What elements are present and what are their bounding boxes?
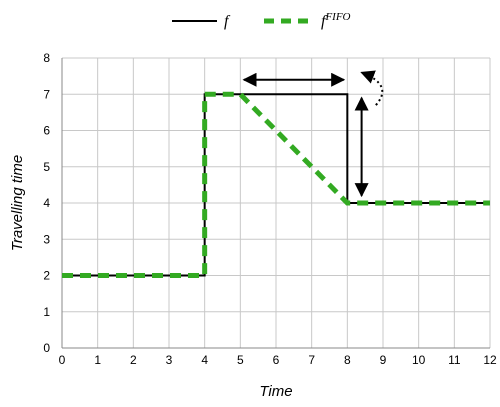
axes [61,58,490,349]
x-tick-label: 9 [380,353,387,367]
y-tick-label: 7 [43,87,50,101]
x-tick-label: 12 [483,353,497,367]
series-lines [62,91,490,278]
x-axis-label: Time [259,383,292,400]
y-tick-label: 2 [43,269,50,283]
x-tick-label: 11 [448,353,461,367]
y-tick-label: 6 [43,124,50,138]
x-tick-label: 5 [237,353,244,367]
legend: f fFIFO [172,11,351,30]
legend-label-f: f [224,13,231,30]
x-tick-label: 6 [273,353,280,367]
y-axis-label: Travelling time [9,155,26,251]
legend-label-superscript: FIFO [324,11,350,23]
x-tick-label: 8 [344,353,351,367]
x-tick-label: 3 [166,353,173,367]
x-tick-label: 4 [201,353,208,367]
legend-label-f-fifo: fFIFO [321,11,351,30]
y-tick-label: 8 [43,51,50,65]
y-tick-label: 0 [43,341,50,355]
dotted-curve-arrow-annotation [360,70,384,106]
y-tick-label: 4 [43,196,50,210]
annotations [242,70,384,198]
y-tick-label: 3 [43,232,50,246]
x-tick-label: 0 [59,353,66,367]
x-tick-label: 1 [94,353,101,367]
x-tick-label: 10 [412,353,426,367]
x-tick-label: 2 [130,353,137,367]
series-line-f-fifo [62,91,490,278]
y-tick-label: 5 [43,160,50,174]
y-tick-label: 1 [43,305,50,319]
x-tick-label: 7 [308,353,315,367]
